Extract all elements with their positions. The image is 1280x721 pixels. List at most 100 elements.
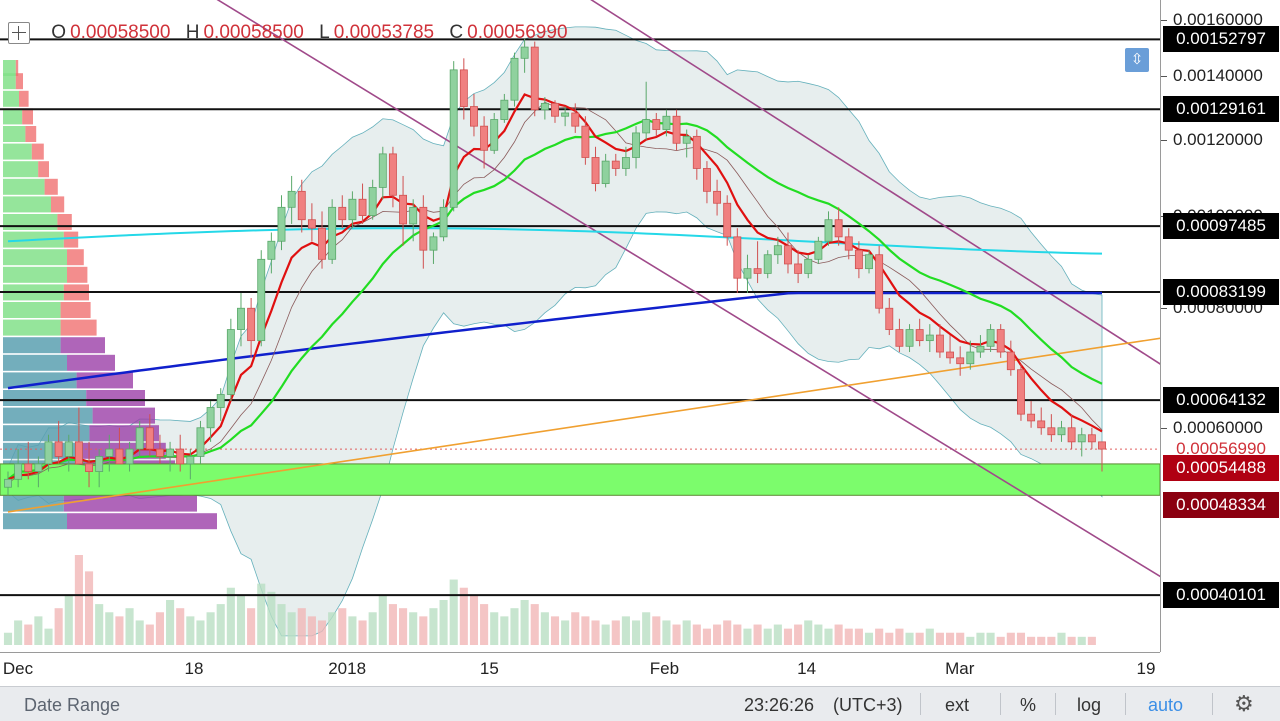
candle-body (530, 46, 539, 111)
candle-body (237, 307, 245, 330)
volume-bar (814, 624, 823, 645)
candle-body (571, 112, 580, 127)
separator (1055, 693, 1056, 715)
volume-bar (500, 616, 509, 645)
downtrend-line-inner (590, 0, 1160, 365)
price-tick-mark (1161, 20, 1167, 22)
volume-profile-sell (19, 90, 29, 107)
candle-body (966, 351, 975, 365)
volume-bar (439, 600, 448, 645)
volume-bar (682, 620, 691, 645)
scroll-to-realtime-icon[interactable]: ⇳ (1125, 48, 1149, 72)
candle-body (166, 448, 175, 457)
volume-bar (844, 628, 853, 645)
volume-bar (338, 608, 347, 645)
volume-bar (419, 616, 428, 645)
volume-profile-buy (3, 214, 58, 230)
candle-body (500, 99, 509, 120)
volume-bar (642, 612, 651, 645)
candle-body (14, 463, 23, 480)
candle-body (257, 258, 266, 342)
candle-body (865, 254, 873, 270)
volume-bar (1027, 636, 1036, 645)
candle-body (307, 219, 316, 229)
volume-profile-buy (3, 60, 16, 76)
candle-body (1077, 434, 1086, 443)
candle-body (895, 329, 904, 347)
price-scale[interactable]: 0.001600000.001400000.001200000.00100000… (1160, 0, 1280, 652)
candle-body (946, 351, 955, 359)
price-tick-mark (1161, 139, 1167, 141)
volume-bar (895, 628, 904, 645)
legend-low: 0.00053785 (333, 22, 435, 44)
volume-bar (864, 632, 874, 645)
ext-toggle[interactable]: ext (945, 695, 970, 715)
zone-price-label: 0.00054488 (1163, 454, 1279, 481)
level-price-label: 0.00097485 (1163, 213, 1279, 240)
log-toggle[interactable]: log (1077, 695, 1102, 715)
candle-body (226, 329, 235, 395)
volume-profile-buy (3, 407, 93, 424)
crosshair-toggle-icon[interactable] (8, 22, 30, 44)
auto-toggle[interactable]: auto (1148, 695, 1184, 715)
volume-bar (996, 636, 1005, 645)
candle-body (875, 254, 884, 309)
volume-profile-sell (38, 161, 49, 178)
candle-body (125, 448, 134, 465)
volume-bar (490, 612, 499, 645)
volume-profile-sell (15, 60, 19, 76)
volume-bar (783, 628, 793, 645)
candle-body (581, 125, 590, 158)
volume-bar (763, 628, 772, 645)
level-price-label: 0.00064132 (1163, 387, 1279, 414)
chart-pane[interactable]: O 0.00058500 H 0.00058500 L 0.00053785 C 0.0… (0, 0, 1160, 652)
volume-bar (196, 620, 205, 645)
volume-profile-sell (31, 143, 44, 160)
candle-body (702, 168, 711, 192)
volume-profile-buy (3, 495, 64, 512)
time-tick-label: 18 (184, 659, 204, 678)
volume-profile-sell (60, 319, 97, 336)
candle-body (34, 463, 43, 472)
volume-bar (388, 604, 397, 645)
volume-bar (236, 595, 246, 645)
volume-bar (1087, 636, 1096, 645)
volume-bar (804, 620, 813, 645)
volume-profile-sell (25, 126, 37, 142)
date-range-button[interactable]: Date Range (24, 695, 121, 715)
volume-bar (348, 616, 357, 645)
time-axis[interactable]: Dec 18 2018 15 Feb 14 Mar 19 (0, 652, 1160, 687)
volume-profile-buy (3, 425, 90, 442)
volume-bar (145, 624, 154, 645)
separator (1212, 693, 1213, 715)
candle-body (135, 427, 144, 450)
candle-body (449, 69, 458, 208)
volume-bar (753, 624, 762, 645)
candle-body (723, 202, 732, 238)
legend-close-key: C (449, 22, 464, 44)
percent-toggle[interactable]: % (1020, 695, 1037, 715)
timezone-button[interactable]: (UTC+3) (833, 695, 903, 715)
volume-bar (257, 583, 266, 645)
candle-body (632, 132, 640, 158)
volume-bar (277, 604, 286, 645)
candle-body (611, 160, 620, 169)
volume-bar (1037, 636, 1046, 645)
volume-profile-sell (67, 266, 88, 283)
candle-body (409, 206, 418, 225)
volume-profile-buy (3, 196, 51, 213)
candle-body (561, 112, 570, 117)
candle-body (1006, 351, 1015, 371)
price-tick-label: 0.00120000 (1173, 129, 1263, 149)
volume-bar (105, 612, 114, 645)
volume-bar (135, 620, 144, 645)
price-tick-mark (1161, 75, 1167, 77)
volume-bar (733, 624, 742, 645)
volume-profile-buy (3, 354, 67, 371)
candle-body (540, 102, 549, 111)
time-tick-label: Dec (2, 659, 34, 678)
candle-body (652, 119, 661, 130)
candle-body (621, 157, 630, 169)
gear-icon[interactable]: ⚙ (1234, 691, 1254, 716)
price-tick-label: 0.00160000 (1173, 10, 1263, 30)
